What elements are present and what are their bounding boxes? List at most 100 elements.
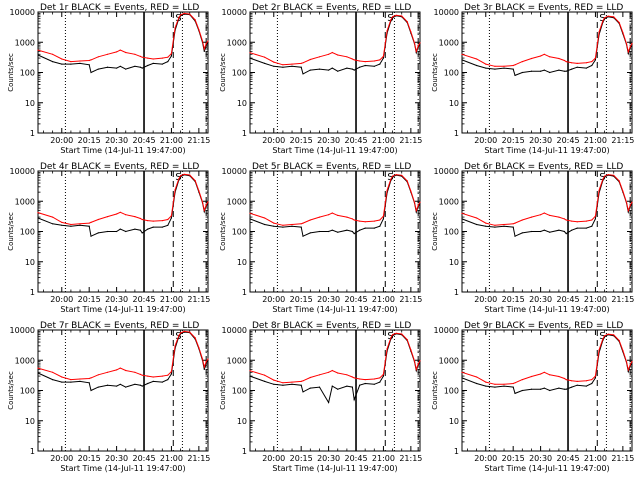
data-point-lld	[607, 174, 609, 176]
data-point-events	[249, 375, 251, 377]
data-point-lld	[410, 31, 412, 33]
data-point-lld	[152, 376, 154, 378]
x-axis-label: Start Time (14-Jul-11 19:47:00)	[272, 305, 397, 314]
data-point-events	[337, 231, 339, 233]
data-point-lld	[521, 219, 523, 221]
data-point-events	[37, 54, 39, 56]
data-point-events	[167, 224, 169, 226]
y-axis-label: Counts/sec	[431, 53, 439, 92]
data-point-events	[309, 387, 311, 389]
x-tick-label: 21:00	[160, 295, 183, 304]
data-point-lld	[264, 56, 266, 58]
data-point-lld	[90, 221, 92, 223]
data-point-events	[576, 227, 578, 229]
data-point-lld	[521, 61, 523, 63]
data-point-lld	[461, 53, 463, 55]
data-point-lld	[201, 358, 204, 360]
data-point-events	[521, 389, 523, 392]
data-point-lld	[147, 220, 149, 222]
y-tick-label: 100	[20, 69, 35, 78]
data-point-lld	[364, 221, 366, 223]
data-point-lld	[205, 204, 207, 206]
x-tick-label: 21:15	[187, 454, 210, 463]
data-point-lld	[503, 65, 505, 67]
data-point-events	[134, 228, 136, 230]
data-point-lld	[417, 204, 419, 206]
data-point-lld	[631, 201, 633, 203]
data-point-lld	[207, 358, 209, 360]
data-point-events	[359, 229, 361, 231]
data-point-lld	[631, 361, 633, 363]
data-point-lld	[543, 212, 545, 214]
data-point-events	[571, 386, 573, 388]
series-line-lld	[461, 333, 633, 385]
marker-label-s: S	[387, 331, 393, 342]
data-point-lld	[373, 378, 375, 380]
x-tick-label: 20:45	[344, 295, 367, 304]
x-tick-label: 20:45	[344, 136, 367, 145]
data-point-lld	[189, 13, 191, 15]
x-tick-label: 20:30	[529, 295, 552, 304]
data-point-events	[61, 63, 63, 65]
y-tick-label: 100	[444, 228, 459, 237]
data-point-lld	[395, 14, 397, 16]
data-point-lld	[90, 377, 92, 379]
data-point-lld	[207, 40, 209, 42]
data-point-lld	[174, 345, 176, 347]
y-tick-label: 1	[242, 288, 247, 297]
data-point-events	[337, 70, 339, 72]
data-point-lld	[178, 17, 180, 19]
data-point-events	[591, 382, 593, 385]
data-point-events	[88, 382, 90, 384]
data-point-lld	[591, 61, 593, 63]
y-tick-label: 10	[237, 258, 247, 267]
data-point-lld	[565, 219, 567, 221]
y-axis-label: Counts/sec	[431, 371, 439, 410]
x-axis-label: Start Time (14-Jul-11 19:47:00)	[484, 464, 609, 473]
data-point-events	[249, 57, 251, 59]
data-point-lld	[549, 56, 551, 58]
x-tick-label: 20:45	[556, 454, 579, 463]
data-point-events	[282, 66, 284, 68]
data-point-events	[79, 224, 81, 226]
x-axis-label: Start Time (14-Jul-11 19:47:00)	[272, 464, 397, 473]
data-point-lld	[395, 332, 397, 334]
y-axis-label: Counts/sec	[7, 212, 15, 251]
data-point-events	[476, 64, 478, 67]
data-point-events	[70, 63, 72, 65]
data-point-events	[309, 232, 311, 234]
x-tick-label: 20:00	[262, 136, 285, 145]
data-point-events	[328, 230, 330, 233]
data-point-lld	[591, 379, 593, 381]
x-tick-label: 20:15	[290, 454, 313, 463]
panel-det-8: Det 8r BLACK = Events, RED = LLD 1 10 100 10…	[219, 321, 422, 473]
data-point-lld	[576, 380, 578, 382]
data-point-events	[90, 389, 92, 392]
y-tick-label: 1000	[15, 197, 35, 206]
data-point-lld	[379, 219, 381, 221]
data-point-lld	[604, 175, 606, 177]
data-point-lld	[134, 216, 136, 218]
data-point-events	[364, 382, 366, 385]
data-point-events	[273, 383, 275, 385]
data-point-lld	[201, 201, 204, 203]
data-point-lld	[194, 180, 196, 182]
x-tick-label: 20:00	[50, 295, 73, 304]
data-point-events	[530, 388, 533, 390]
marker-label-s: S	[599, 13, 605, 24]
x-tick-label: 21:00	[372, 454, 395, 463]
x-tick-label: 20:30	[105, 454, 128, 463]
data-point-lld	[337, 214, 339, 216]
series-line-events	[249, 174, 421, 237]
data-point-lld	[97, 218, 99, 221]
data-point-events	[514, 392, 516, 394]
panel-title: Det 6r BLACK = Events, RED = LLD	[464, 162, 623, 172]
data-point-lld	[379, 59, 381, 61]
data-point-lld	[203, 366, 205, 368]
data-point-events	[558, 387, 560, 389]
x-tick-label: 20:30	[105, 136, 128, 145]
data-point-lld	[183, 173, 185, 175]
data-point-events	[346, 385, 348, 387]
data-point-events	[494, 68, 496, 70]
data-point-lld	[629, 46, 631, 48]
